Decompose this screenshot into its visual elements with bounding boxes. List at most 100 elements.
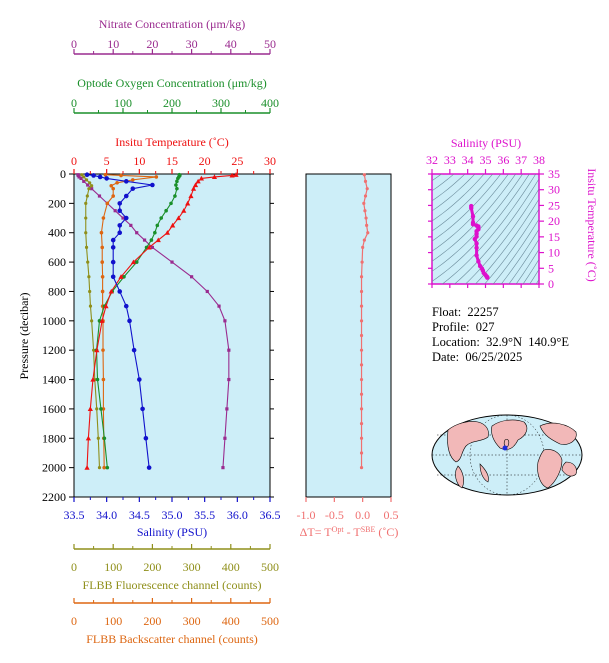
dt-point bbox=[363, 179, 368, 183]
fluorescence-axis-title: FLBB Fluorescence channel (counts) bbox=[83, 578, 262, 592]
temperature-point bbox=[181, 208, 187, 213]
oxygen-point bbox=[174, 183, 178, 187]
temperature-point bbox=[175, 215, 182, 221]
ts-point bbox=[469, 205, 474, 211]
ts-contour-line bbox=[432, 174, 502, 242]
dt-point bbox=[359, 289, 364, 294]
pressure-tick-label: 800 bbox=[48, 284, 66, 298]
backscatter-point bbox=[100, 245, 105, 250]
ts-salinity-tick-label: 36 bbox=[497, 153, 509, 167]
pressure-tick-label: 1400 bbox=[42, 373, 66, 387]
nitrate-point bbox=[217, 304, 221, 308]
dt-axes: -1.0 -0.5 0.0 0.5 bbox=[297, 497, 399, 522]
temperature-point bbox=[229, 172, 235, 178]
salinity-tick-label: 36.5 bbox=[260, 508, 281, 522]
backscatter-point bbox=[101, 377, 106, 382]
pressure-tick-label: 400 bbox=[48, 226, 66, 240]
svg-text:ΔT= TOpt - TSBE (˚C): ΔT= TOpt - TSBE (˚C) bbox=[300, 525, 399, 540]
ts-temperature-axis-title: Insitu Temperature (˚C) bbox=[585, 168, 599, 282]
ts-point bbox=[474, 253, 479, 258]
dt-tick-label: -0.5 bbox=[325, 508, 344, 522]
temperature-point bbox=[211, 174, 218, 180]
dt-point bbox=[359, 392, 364, 396]
fluorescence-tick-label: 200 bbox=[143, 560, 161, 574]
salinity-point bbox=[104, 176, 109, 181]
ts-contour-line bbox=[515, 249, 539, 284]
nitrate-point bbox=[150, 245, 154, 250]
nitrate-tick-label: 20 bbox=[146, 37, 158, 51]
salinity-tick-label: 35.5 bbox=[194, 508, 215, 522]
ts-salinity-tick-label: 38 bbox=[533, 153, 545, 167]
salinity-tick-label: 33.5 bbox=[64, 508, 85, 522]
salinity-point bbox=[117, 208, 123, 214]
ts-contour-line bbox=[500, 228, 539, 284]
dt-point bbox=[359, 319, 364, 323]
temperature-point bbox=[195, 178, 201, 184]
nitrate-point bbox=[113, 209, 117, 213]
salinity-point bbox=[110, 259, 116, 265]
dt-point bbox=[359, 333, 364, 338]
ts-point bbox=[474, 241, 479, 246]
fluorescence-point bbox=[84, 231, 88, 235]
dt-axis-title: ΔT= TOpt - TSBE (˚C) bbox=[300, 525, 399, 540]
temperature-point bbox=[103, 303, 109, 309]
oxygen-point bbox=[173, 194, 177, 198]
ts-contour-line bbox=[454, 178, 539, 284]
temperature-point bbox=[233, 172, 239, 177]
temperature-point bbox=[155, 237, 161, 243]
ts-contour-line bbox=[432, 174, 530, 282]
fluorescence-point bbox=[97, 466, 102, 470]
ts-contour-line bbox=[529, 269, 539, 284]
ts-temperature-tick-label: 10 bbox=[548, 246, 560, 260]
oxygen-point bbox=[153, 230, 157, 235]
ts-point bbox=[474, 245, 479, 251]
ts-temperature-tick-label: 35 bbox=[548, 167, 560, 181]
backscatter-point bbox=[111, 194, 115, 198]
salinity-point bbox=[131, 347, 137, 353]
fluorescence-point bbox=[80, 173, 84, 177]
nitrate-point bbox=[190, 275, 194, 279]
temperature-point bbox=[192, 182, 199, 188]
fluorescence-point bbox=[92, 348, 96, 352]
float-location: Location: 32.9°N 140.9°E bbox=[432, 335, 570, 349]
temperature-point bbox=[185, 200, 191, 206]
ts-contour-line bbox=[432, 174, 455, 192]
backscatter-tick-label: 300 bbox=[183, 614, 201, 628]
dt-point bbox=[359, 451, 364, 455]
nitrate-tick-label: 10 bbox=[107, 37, 119, 51]
temperature-tick-label: 20 bbox=[199, 154, 211, 168]
salinity-point bbox=[146, 465, 152, 470]
ts-point bbox=[472, 236, 477, 242]
pressure-tick-label: 1200 bbox=[42, 343, 66, 357]
salinity-point bbox=[110, 274, 116, 280]
nitrate-point bbox=[223, 319, 227, 323]
fluorescence-point bbox=[85, 194, 89, 198]
pressure-tick-label: 200 bbox=[48, 196, 66, 210]
nitrate-point bbox=[129, 223, 133, 227]
nitrate-point bbox=[227, 348, 231, 352]
oxygen-point bbox=[169, 201, 173, 206]
salinity-tick-label: 34.5 bbox=[129, 508, 150, 522]
temperature-point bbox=[198, 175, 204, 181]
backscatter-point bbox=[102, 465, 106, 470]
backscatter-point bbox=[111, 186, 115, 191]
ts-point bbox=[476, 259, 481, 264]
float-location-marker bbox=[502, 445, 508, 451]
backscatter-tick-label: 0 bbox=[71, 614, 77, 628]
ts-salinity-tick-label: 37 bbox=[515, 153, 527, 167]
ts-point bbox=[470, 222, 476, 227]
oxygen-point bbox=[102, 436, 107, 441]
backscatter-point bbox=[99, 230, 104, 235]
nitrate-tick-label: 0 bbox=[71, 37, 77, 51]
fluorescence-point bbox=[86, 260, 90, 264]
nitrate-point bbox=[97, 194, 102, 198]
dt-point bbox=[365, 223, 369, 227]
fluorescence-tick-label: 500 bbox=[261, 560, 279, 574]
temperature-tick-label: 10 bbox=[133, 154, 145, 168]
oxygen-tick-label: 200 bbox=[163, 96, 181, 110]
ts-temperature-tick-label: 5 bbox=[548, 261, 554, 275]
dt-point bbox=[359, 363, 364, 367]
dt-profile-data bbox=[359, 173, 370, 470]
salinity-axis-title: Salinity (PSU) bbox=[137, 525, 207, 539]
pressure-tick-label: 2000 bbox=[42, 461, 66, 475]
